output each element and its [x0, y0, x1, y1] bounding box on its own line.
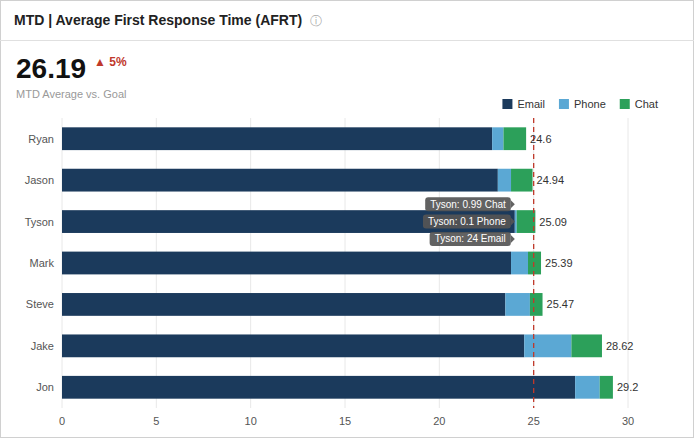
bar-segment — [492, 127, 503, 150]
tooltip-box — [430, 232, 511, 246]
tooltip-pointer — [511, 235, 515, 243]
x-tick-label: 10 — [245, 415, 257, 427]
tooltip-text: Tyson: 24 Email — [435, 233, 506, 244]
kpi-value: 26.19 — [16, 53, 86, 84]
grid — [62, 118, 628, 408]
tooltip-box — [423, 215, 511, 229]
legend-swatch — [620, 99, 630, 109]
total-label: 28.62 — [606, 340, 634, 352]
tooltip: Tyson: 0.1 Phone — [423, 215, 515, 229]
tooltip-text: Tyson: 0.1 Phone — [428, 216, 506, 227]
x-tick-label: 25 — [528, 415, 540, 427]
bar-segment — [515, 210, 517, 233]
bar-segment — [498, 169, 511, 192]
goal-line — [533, 118, 534, 408]
y-tick-label: Ryan — [28, 133, 54, 145]
legend-label: Email — [517, 98, 545, 110]
bars — [62, 118, 613, 408]
bar-segment — [575, 376, 600, 399]
total-label: 24.94 — [537, 174, 565, 186]
bar-segment — [62, 376, 575, 399]
y-tick-label: Steve — [26, 298, 54, 310]
tooltip-box — [425, 197, 511, 211]
legend-swatch — [502, 99, 512, 109]
kpi-change: ▲ 5% — [94, 55, 127, 69]
bar-segment — [528, 252, 541, 275]
total-label: 25.47 — [547, 298, 575, 310]
frame — [1, 1, 694, 438]
x-tick-label: 15 — [339, 415, 351, 427]
bar-segment — [62, 210, 515, 233]
y-tick-label: Jon — [36, 381, 54, 393]
y-tick-label: Tyson — [25, 216, 54, 228]
bar-segment — [530, 293, 543, 316]
bar-segment — [571, 334, 602, 357]
x-tick-label: 20 — [433, 415, 445, 427]
chart: MTD | Average First Response Time (AFRT)… — [0, 0, 694, 438]
title-border — [0, 40, 694, 41]
bar-segment — [62, 293, 505, 316]
y-tick-label: Mark — [30, 257, 55, 269]
bar-segment — [600, 376, 613, 399]
bar-segment — [503, 127, 526, 150]
total-label: 24.6 — [530, 133, 551, 145]
bar-segment — [62, 334, 524, 357]
subtitle: MTD Average vs. Goal — [16, 88, 126, 100]
tooltip-text: Tyson: 0.99 Chat — [430, 199, 506, 210]
grid-line — [533, 118, 534, 408]
legend-swatch — [559, 99, 569, 109]
x-tick-label: 30 — [622, 415, 634, 427]
total-label: 29.2 — [617, 381, 638, 393]
bar-segment — [517, 210, 536, 233]
legend-label: Chat — [635, 98, 658, 110]
y-tick-label: Jason — [25, 174, 54, 186]
legend-label: Phone — [574, 98, 606, 110]
grid-line — [628, 118, 629, 408]
x-tick-label: 5 — [153, 415, 159, 427]
bar-segment — [511, 252, 528, 275]
tooltip: Tyson: 24 Email — [430, 232, 515, 246]
tooltip: Tyson: 0.99 Chat — [425, 197, 515, 211]
bar-segment — [505, 293, 530, 316]
title-icon: ⓘ — [310, 14, 322, 28]
legend: Chat Phone Email — [502, 98, 658, 110]
bar-segment — [524, 334, 571, 357]
bar-segment — [62, 127, 492, 150]
bar-segment — [62, 169, 498, 192]
total-label: 25.39 — [545, 257, 573, 269]
y-tick-label: Jake — [31, 340, 54, 352]
bar-segment — [511, 169, 533, 192]
title: MTD | Average First Response Time (AFRT) — [14, 12, 302, 28]
total-label: 25.09 — [539, 216, 567, 228]
tooltip-pointer — [511, 200, 515, 208]
tooltip-pointer — [511, 218, 515, 226]
bar-segment — [62, 252, 511, 275]
x-tick-label: 0 — [59, 415, 65, 427]
